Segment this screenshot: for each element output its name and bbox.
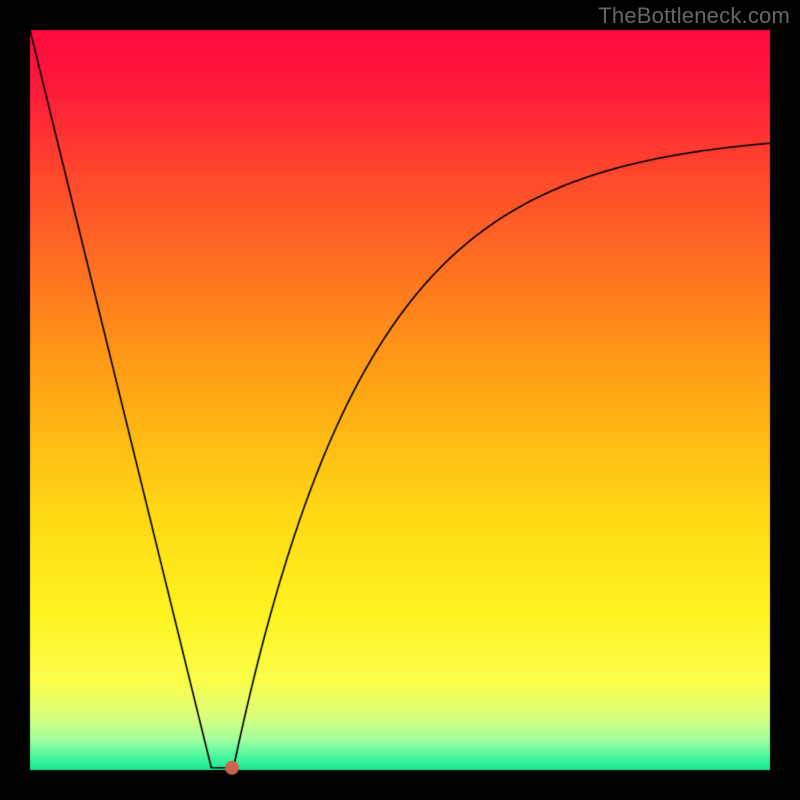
bottleneck-chart [0, 0, 800, 800]
watermark-text: TheBottleneck.com [598, 3, 790, 29]
